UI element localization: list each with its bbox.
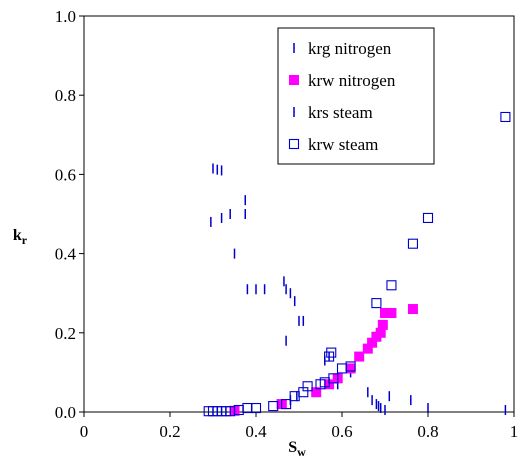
data-point — [302, 381, 313, 392]
y-tick-label: 0.0 — [55, 403, 76, 422]
axes: 0 0.2 0.4 0.6 0.8 1 0.0 0.2 0.4 0.6 0.8 1.0 — [55, 7, 519, 441]
data-point — [289, 391, 300, 402]
data-points — [203, 111, 511, 417]
y-tick-label: 0.4 — [55, 245, 77, 264]
data-point — [281, 399, 292, 410]
x-tick-label: 0.8 — [417, 422, 438, 441]
data-point — [407, 238, 419, 249]
data-point — [386, 280, 397, 291]
data-point — [345, 363, 356, 374]
series-krw-steam — [203, 111, 511, 417]
data-point — [328, 373, 339, 384]
data-point — [345, 361, 356, 372]
data-point — [250, 402, 262, 414]
data-point — [377, 319, 388, 330]
x-axis-title: Sw — [288, 439, 306, 459]
data-point — [386, 308, 397, 318]
legend-label: krw steam — [308, 135, 378, 154]
data-point — [242, 402, 253, 414]
legend-marker — [288, 138, 300, 150]
x-tick-label: 0.6 — [331, 422, 352, 441]
data-point — [354, 351, 365, 362]
data-point — [268, 401, 279, 412]
x-tick-label: 1 — [510, 422, 519, 441]
legend-label: krw nitrogen — [308, 71, 396, 90]
data-point — [422, 212, 434, 224]
legend-label: krg nitrogen — [308, 39, 392, 58]
legend-marker — [289, 75, 299, 85]
x-tick-label: 0.4 — [245, 422, 267, 441]
data-point — [371, 298, 382, 309]
y-tick-label: 0.6 — [55, 165, 76, 184]
y-tick-label: 1.0 — [55, 7, 76, 26]
legend: krg nitrogen krw nitrogen krs steam krw ste… — [277, 27, 435, 165]
x-axis-title-subscript: w — [297, 445, 306, 459]
data-point — [500, 111, 511, 123]
data-point — [326, 347, 337, 358]
plot-frame — [83, 15, 515, 413]
x-tick-label: 0 — [80, 422, 89, 441]
series-krs-steam — [210, 163, 507, 416]
y-tick-label: 0.2 — [55, 324, 76, 343]
y-axis-title-subscript: r — [22, 233, 28, 247]
legend-label: krs steam — [308, 103, 373, 122]
legend-box — [277, 27, 435, 165]
y-axis-title: kr — [13, 227, 28, 247]
x-tick-label: 0.2 — [159, 422, 180, 441]
data-point — [407, 304, 418, 315]
data-point — [336, 363, 348, 374]
y-tick-label: 0.8 — [55, 86, 76, 105]
